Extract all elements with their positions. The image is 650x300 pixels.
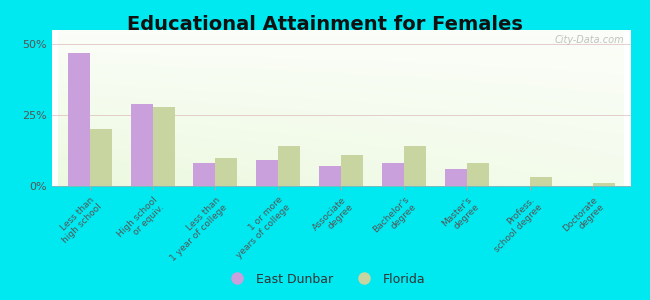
Bar <box>90 129 112 186</box>
Bar <box>319 166 341 186</box>
Text: City-Data.com: City-Data.com <box>555 35 625 45</box>
Bar <box>216 158 237 186</box>
Bar <box>68 53 90 186</box>
Bar <box>467 163 489 186</box>
Bar <box>194 163 216 186</box>
Bar <box>530 178 552 186</box>
Legend: East Dunbar, Florida: East Dunbar, Florida <box>220 268 430 291</box>
Bar <box>445 169 467 186</box>
Bar <box>341 155 363 186</box>
Bar <box>593 183 615 186</box>
Text: Educational Attainment for Females: Educational Attainment for Females <box>127 15 523 34</box>
Bar <box>256 160 278 186</box>
Bar <box>278 146 300 186</box>
Bar <box>153 106 175 186</box>
Bar <box>131 104 153 186</box>
Bar <box>404 146 426 186</box>
Bar <box>382 163 404 186</box>
